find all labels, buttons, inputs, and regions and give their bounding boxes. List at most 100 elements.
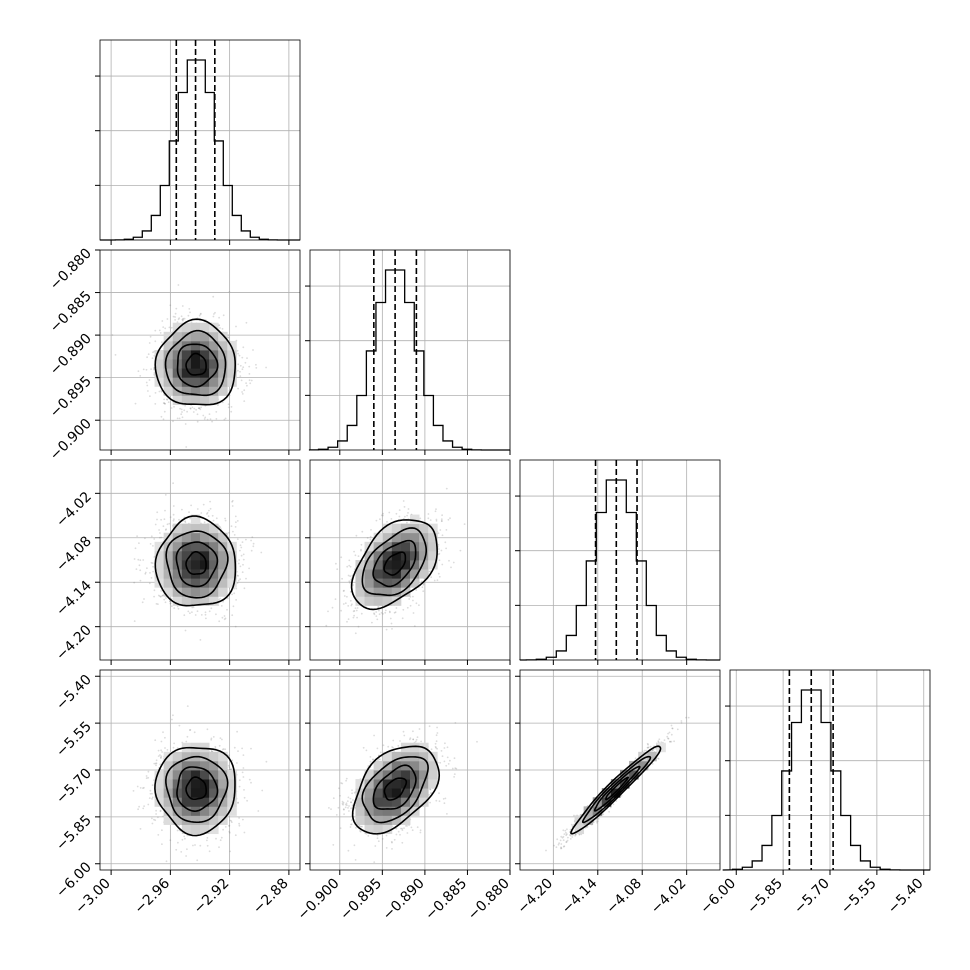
density-cell (209, 340, 219, 351)
sample-point (245, 577, 247, 580)
sample-point (248, 778, 251, 781)
density-cell (172, 587, 183, 597)
sample-point (390, 622, 393, 625)
density-cell (419, 751, 429, 762)
sample-point (230, 768, 233, 771)
density-cell (190, 532, 201, 543)
density-cell (574, 824, 585, 835)
sample-point (429, 788, 432, 791)
sample-point (340, 782, 342, 784)
density-cell (218, 359, 228, 369)
sample-point (407, 508, 410, 510)
sample-point (150, 561, 153, 564)
sample-point (349, 565, 352, 568)
sample-point (400, 827, 402, 830)
sample-point (437, 553, 440, 556)
sample-point (563, 845, 566, 848)
sample-point (241, 391, 244, 393)
sample-point (134, 402, 137, 405)
sample-point (401, 617, 404, 620)
density-cell (209, 395, 219, 405)
sample-point (239, 375, 242, 377)
contour-line (361, 756, 429, 824)
sample-point (146, 384, 149, 387)
sample-point (170, 605, 173, 608)
sample-point (354, 554, 357, 557)
sample-point (111, 334, 114, 336)
sample-point (448, 559, 450, 562)
sample-point (413, 625, 416, 627)
sample-point (155, 603, 158, 605)
sample-point (163, 410, 166, 413)
sample-point (204, 416, 207, 419)
sample-point (161, 595, 163, 597)
sample-point (175, 307, 178, 310)
density-cell (400, 532, 411, 543)
sample-point (157, 816, 159, 819)
sample-point (141, 601, 144, 604)
sample-point (352, 610, 355, 613)
density-cell (172, 806, 183, 816)
sample-point (341, 577, 343, 580)
sample-point (375, 519, 378, 522)
sample-point (237, 562, 240, 565)
sample-point (189, 729, 191, 732)
sample-point (375, 615, 378, 617)
sample-point (346, 595, 348, 598)
histogram-steps (308, 269, 510, 451)
density-cell (190, 770, 201, 780)
density-cell (419, 523, 429, 534)
sample-point (224, 417, 227, 420)
sample-point (412, 730, 414, 733)
density-cell (154, 350, 165, 360)
contour-line (605, 776, 630, 801)
sample-point (237, 575, 240, 577)
sample-point (371, 621, 373, 624)
sample-point (184, 837, 186, 840)
sample-point (566, 828, 568, 831)
histogram-steps (519, 479, 720, 661)
sample-point (170, 407, 173, 409)
sample-point (210, 738, 213, 741)
sample-point (177, 318, 180, 321)
sample-point (430, 576, 433, 579)
sample-point (372, 758, 375, 761)
sample-point (239, 578, 242, 581)
sample-point (172, 513, 175, 516)
sample-point (343, 813, 345, 815)
sample-point (187, 610, 190, 613)
sample-point (438, 559, 441, 562)
sample-point (560, 846, 562, 849)
sample-point (452, 561, 455, 564)
sample-point (349, 826, 352, 828)
panel-frame (309, 459, 511, 661)
sample-point (229, 850, 232, 853)
sample-point (204, 611, 207, 614)
sample-point (151, 562, 154, 564)
contour-line (165, 530, 229, 599)
sample-point (227, 336, 230, 339)
sample-point (406, 832, 409, 834)
sample-point (345, 777, 348, 780)
density-cell (391, 760, 402, 771)
sample-point (360, 548, 362, 551)
sample-point (150, 368, 153, 370)
density-cell (410, 560, 420, 570)
contour-line (175, 541, 219, 588)
sample-point (139, 828, 142, 830)
density-cell (200, 824, 210, 835)
sample-point (392, 746, 394, 749)
density-cell (400, 806, 411, 816)
density-cell (400, 578, 411, 588)
sample-point (572, 834, 574, 836)
sample-point (373, 613, 376, 616)
sample-point (421, 586, 424, 589)
density-cell (209, 569, 219, 579)
density-cell (181, 322, 192, 333)
density-cell (373, 760, 384, 771)
sample-point (183, 409, 186, 412)
sample-point (367, 835, 370, 837)
density-cell (163, 350, 174, 360)
sample-point (181, 305, 184, 307)
sample-point (218, 846, 220, 849)
